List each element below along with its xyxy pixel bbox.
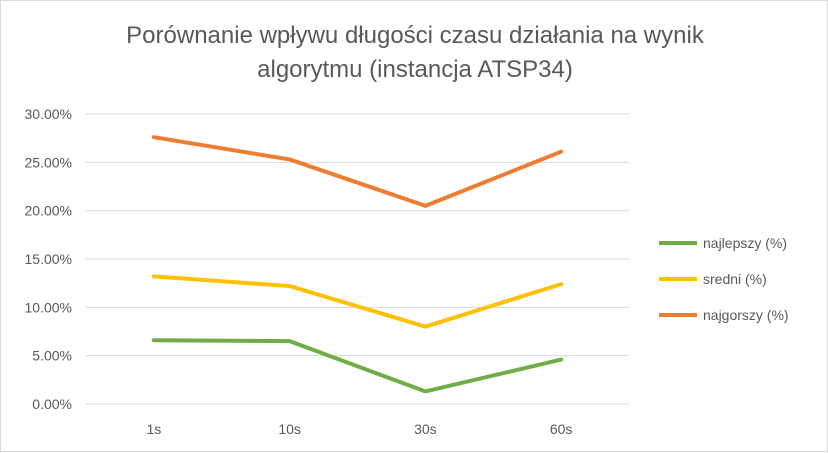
chart-title: Porównanie wpływu długości czasu działan… [1,19,828,87]
series-line [151,338,564,394]
y-tick-label: 0.00% [32,396,72,412]
legend-swatch [659,313,697,317]
legend-swatch [659,241,697,245]
y-tick-label: 20.00% [25,203,72,219]
legend: najlepszy (%) sredni (%) najgorszy (%) [659,225,789,333]
x-tick-label: 10s [278,421,301,437]
y-tick-label: 5.00% [32,348,72,364]
series-line [151,135,564,208]
chart-title-line-1: Porównanie wpływu długości czasu działan… [126,22,704,49]
series-line [151,274,564,329]
x-tick-label: 1s [146,421,161,437]
legend-swatch [659,277,697,281]
chart-title-line-2: algorytmu (instancja ATSP34) [257,56,573,83]
y-tick-label: 30.00% [25,106,72,122]
x-tick-label: 30s [414,421,437,437]
legend-item: najlepszy (%) [659,225,789,261]
x-tick-label: 60s [550,421,573,437]
legend-item: sredni (%) [659,261,789,297]
y-tick-label: 10.00% [25,299,72,315]
y-tick-label: 15.00% [25,251,72,267]
legend-label: sredni (%) [703,271,767,287]
legend-item: najgorszy (%) [659,297,789,333]
legend-label: najgorszy (%) [703,307,789,323]
y-tick-label: 25.00% [25,154,72,170]
legend-label: najlepszy (%) [703,235,788,251]
